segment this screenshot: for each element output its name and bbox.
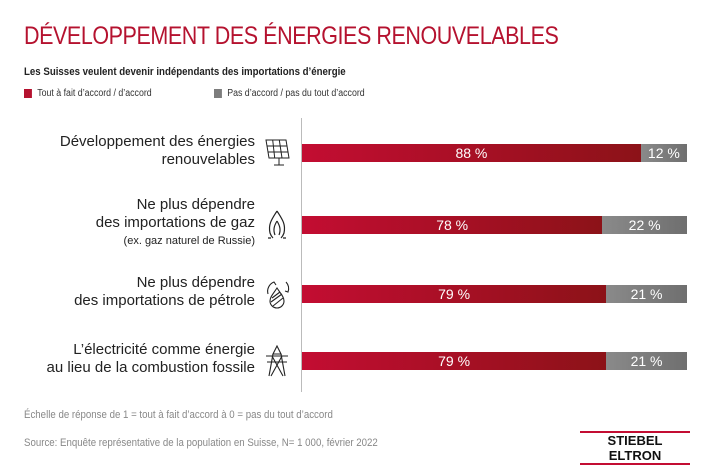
- legend-label-agree: Tout à fait d’accord / d’accord: [37, 88, 152, 99]
- category-axis-line: [301, 118, 302, 392]
- solar-panel-icon: [262, 137, 292, 169]
- stiebel-eltron-logo: STIEBEL ELTRON: [580, 431, 690, 465]
- category-label: Ne plus dépendre des importations de pétr…: [74, 274, 255, 310]
- legend-item-agree: Tout à fait d’accord / d’accord: [24, 88, 152, 99]
- bar-agree: 79 %: [302, 352, 607, 370]
- chart-subtitle: Les Suisses veulent devenir indépendants…: [24, 66, 346, 78]
- bar-agree: 88 %: [302, 144, 641, 162]
- legend-swatch-disagree: [214, 89, 222, 98]
- category-label-line: renouvelables: [161, 151, 255, 168]
- bar-agree: 79 %: [302, 285, 607, 303]
- category-label-line: Ne plus dépendre: [136, 196, 255, 213]
- legend-item-disagree: Pas d’accord / pas du tout d’accord: [214, 88, 365, 99]
- category-label-line: des importations de pétrole: [74, 292, 255, 309]
- gas-flame-icon: [262, 209, 292, 241]
- source-note: Source: Enquête représentative de la pop…: [24, 437, 378, 449]
- category-label-line: Ne plus dépendre: [136, 274, 255, 291]
- scale-note: Échelle de réponse de 1 = tout à fait d’…: [24, 409, 333, 421]
- category-label: Développement des énergies renouvelables: [60, 133, 255, 169]
- category-label-line: des importations de gaz: [95, 214, 255, 231]
- category-label-line: Développement des énergies: [59, 133, 255, 150]
- oil-drop-recycle-icon: [262, 278, 292, 310]
- bar-disagree: 22 %: [602, 216, 687, 234]
- category-label: Ne plus dépendre des importations de gaz (…: [96, 196, 255, 250]
- bar-disagree: 21 %: [606, 285, 687, 303]
- category-note: (ex. gaz naturel de Russie): [123, 235, 255, 247]
- category-label-line: L’électricité comme énergie: [73, 341, 255, 358]
- bar-disagree: 12 %: [640, 144, 687, 162]
- legend-swatch-agree: [24, 89, 32, 98]
- power-pylon-icon: [262, 344, 292, 377]
- category-label-line: au lieu de la combustion fossile: [46, 359, 255, 376]
- chart-title: DÉVELOPPEMENT DES ÉNERGIES RENOUVELABLES: [24, 22, 559, 50]
- legend-label-disagree: Pas d’accord / pas du tout d’accord: [227, 88, 365, 99]
- category-label: L’électricité comme énergie au lieu de la…: [47, 341, 255, 377]
- bar-disagree: 21 %: [606, 352, 687, 370]
- bar-agree: 78 %: [302, 216, 603, 234]
